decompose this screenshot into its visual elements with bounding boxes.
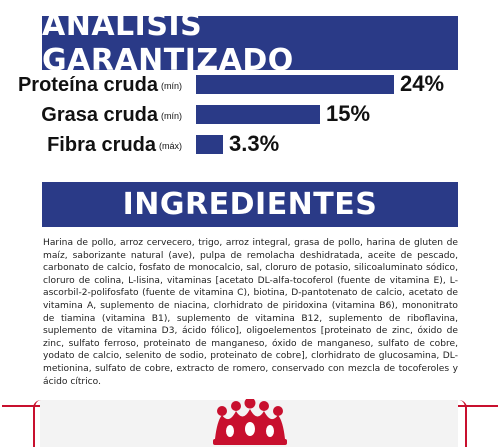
footer-accent-line	[458, 405, 498, 407]
footer-corner	[455, 400, 467, 447]
analysis-title: ANÁLISIS GARANTIZADO	[42, 8, 294, 78]
nutrient-label: Proteína cruda (mín)	[17, 74, 182, 96]
nutrient-unit: (mín)	[161, 110, 182, 121]
ingredients-title: INGREDIENTES	[122, 187, 378, 222]
nutrient-bar	[196, 105, 320, 124]
nutrient-label: Fibra cruda (máx)	[47, 134, 182, 156]
nutrient-unit: (máx)	[159, 140, 182, 151]
footer-accent-line	[2, 405, 40, 407]
footer-corner	[33, 400, 45, 447]
nutrient-row-protein: Proteína cruda (mín) 24%	[0, 70, 500, 100]
nutrient-value: 15%	[326, 101, 371, 126]
nutrient-row-fat: Grasa cruda (mín) 15%	[0, 100, 500, 130]
nutrient-bar	[196, 135, 223, 154]
ingredients-text: Harina de pollo, arroz cervecero, trigo,…	[43, 238, 458, 387]
nutrient-label: Grasa cruda (mín)	[41, 104, 182, 126]
ingredients-banner: INGREDIENTES	[42, 182, 458, 227]
analysis-banner: ANÁLISIS GARANTIZADO	[42, 8, 458, 78]
royal-crown-icon	[213, 399, 287, 445]
nutrient-row-fiber: Fibra cruda (máx) 3.3%	[0, 130, 500, 160]
nutrient-bar	[196, 75, 394, 94]
nutrient-value: 24%	[400, 71, 445, 96]
nutrient-unit: (mín)	[161, 80, 182, 91]
nutrient-value: 3.3%	[229, 131, 280, 156]
